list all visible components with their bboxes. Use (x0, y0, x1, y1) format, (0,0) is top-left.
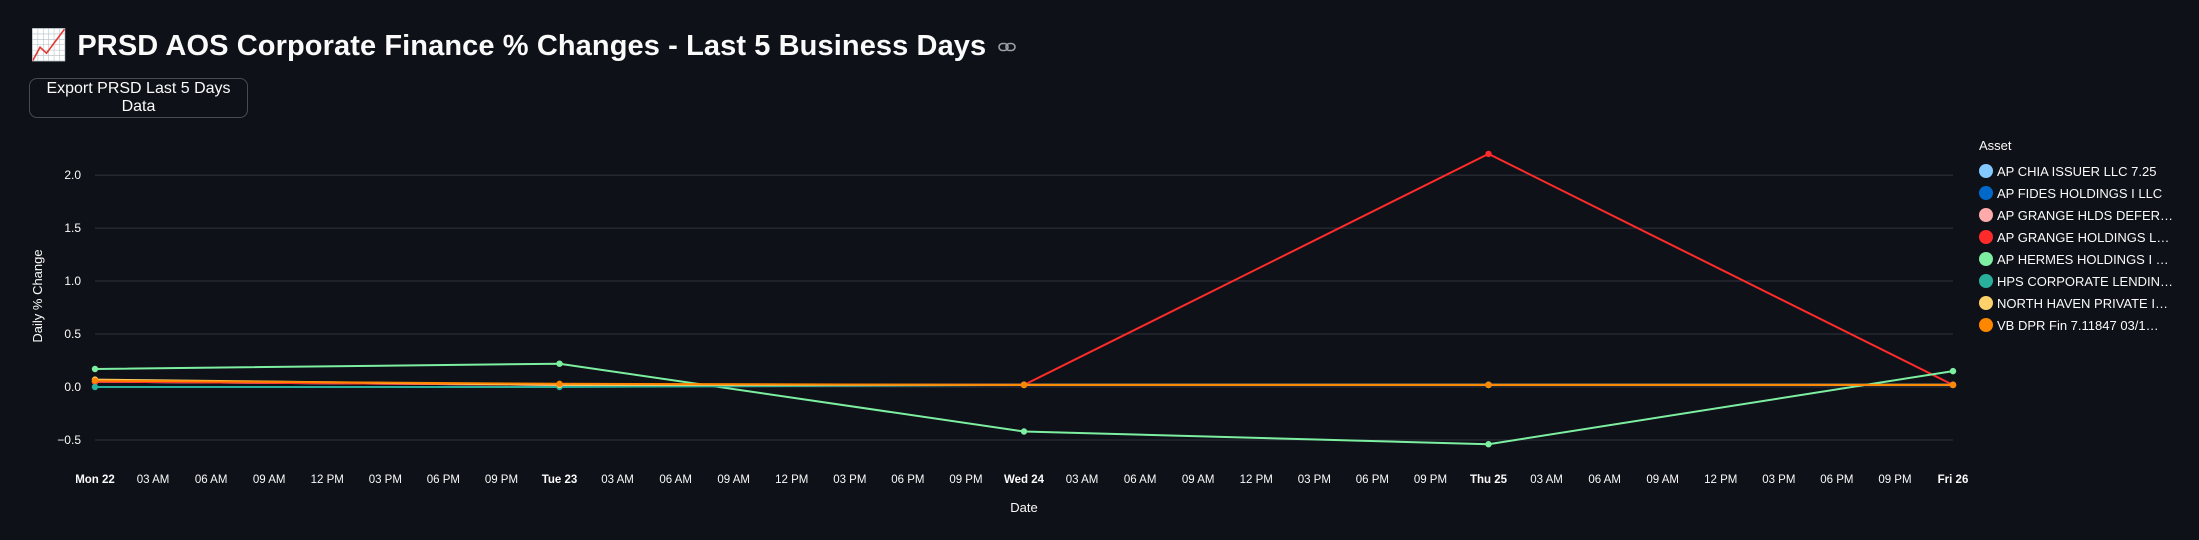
legend-item[interactable]: VB DPR Fin 7.11847 03/1… (1979, 314, 2184, 336)
legend-label: HPS CORPORATE LENDIN… (1997, 273, 2174, 289)
x-tick-label: 03 AM (137, 474, 170, 486)
page-header: 📈 PRSD AOS Corporate Finance % Changes -… (30, 26, 1017, 66)
legend-title: Asset (1979, 138, 2012, 153)
x-tick-label: 09 AM (717, 474, 750, 486)
y-tick-label: 0.0 (64, 380, 81, 394)
x-tick-label: 06 AM (1124, 474, 1157, 486)
series-line (94, 152, 1954, 386)
x-tick-label: Tue 23 (542, 474, 578, 486)
legend-swatch (1979, 296, 1993, 310)
data-point (91, 377, 99, 384)
legend-swatch (1979, 274, 1993, 288)
link-icon-svg (998, 42, 1017, 52)
x-tick-label: 09 AM (253, 474, 286, 486)
x-tick-label: 03 PM (369, 474, 402, 486)
x-tick-label: 03 AM (1066, 474, 1099, 486)
y-tick-label: 1.0 (64, 274, 81, 288)
x-tick-label: 12 PM (1704, 474, 1737, 486)
data-point (1485, 150, 1492, 158)
legend-item[interactable]: AP FIDES HOLDINGS I LLC (1979, 182, 2184, 204)
legend-items: AP CHIA ISSUER LLC 7.25 AP FIDES HOLDINGS… (1979, 160, 2184, 336)
export-button[interactable]: Export PRSD Last 5 Days Data (29, 78, 248, 118)
x-tick-label: 09 AM (1646, 474, 1679, 486)
legend-swatch (1979, 252, 1993, 266)
data-point (1485, 381, 1492, 389)
chart-increasing-icon: 📈 (30, 29, 68, 62)
x-tick-label: 12 PM (311, 474, 344, 486)
legend-label: AP GRANGE HOLDINGS L… (1997, 229, 2170, 245)
y-tick-label: −0.5 (57, 433, 81, 447)
x-tick-label: 03 PM (1762, 474, 1795, 486)
legend-item[interactable]: AP GRANGE HLDS DEFER… (1979, 204, 2184, 226)
x-tick-label: 09 PM (949, 474, 982, 486)
x-tick-label: 06 AM (659, 474, 692, 486)
legend-item[interactable]: HPS CORPORATE LENDIN… (1979, 270, 2184, 292)
x-tick-label: 03 AM (1530, 474, 1563, 486)
data-point (1949, 367, 1957, 375)
x-tick-label: 03 AM (601, 474, 634, 486)
x-tick-label: 06 PM (1820, 474, 1853, 486)
x-tick-label: Mon 22 (75, 474, 115, 486)
data-point (556, 380, 563, 388)
data-point (556, 360, 563, 367)
legend-item[interactable]: AP GRANGE HOLDINGS L… (1979, 226, 2184, 248)
legend-label: AP CHIA ISSUER LLC 7.25 (1997, 163, 2157, 179)
y-tick-label: 0.5 (64, 327, 81, 341)
x-tick-label: Thu 25 (1470, 474, 1508, 486)
x-tick-label: 12 PM (775, 474, 808, 486)
legend-label: AP HERMES HOLDINGS I … (1997, 251, 2169, 267)
legend-swatch (1979, 186, 1993, 200)
data-point (91, 365, 99, 373)
legend-label: AP FIDES HOLDINGS I LLC (1997, 185, 2163, 201)
legend-swatch (1979, 230, 1993, 244)
chart-legend: Asset AP CHIA ISSUER LLC 7.25 AP FIDES HO… (1979, 138, 2184, 336)
x-tick-label: 06 PM (1356, 474, 1389, 486)
page-title: PRSD AOS Corporate Finance % Changes - L… (77, 29, 987, 62)
link-icon[interactable] (998, 40, 1017, 52)
y-tick-label: 1.5 (64, 221, 81, 235)
x-tick-label: 06 AM (1588, 474, 1621, 486)
legend-item[interactable]: AP HERMES HOLDINGS I … (1979, 248, 2184, 270)
x-tick-label: 06 PM (427, 474, 460, 486)
legend-item[interactable]: NORTH HAVEN PRIVATE I… (1979, 292, 2184, 314)
x-tick-label: 06 AM (195, 474, 228, 486)
data-point (1020, 381, 1028, 389)
x-tick-label: 09 PM (1414, 474, 1447, 486)
x-tick-label: 12 PM (1240, 474, 1273, 486)
legend-label: VB DPR Fin 7.11847 03/1… (1997, 317, 2159, 333)
data-point (1020, 428, 1028, 435)
data-point (1949, 381, 1957, 389)
legend-swatch (1979, 164, 1993, 178)
chart-svg: −0.5 0.0 0.5 1.0 1.5 2.0 Mon 22 03 AM 06 AM 09 AM… (30, 150, 1969, 515)
x-tick-label: 09 AM (1182, 474, 1215, 486)
legend-label: NORTH HAVEN PRIVATE I… (1997, 295, 2168, 311)
legend-swatch (1979, 318, 1993, 332)
x-tick-label: 03 PM (833, 474, 866, 486)
x-tick-label: Wed 24 (1004, 474, 1045, 486)
legend-item[interactable]: AP CHIA ISSUER LLC 7.25 (1979, 160, 2184, 182)
x-tick-label: 06 PM (891, 474, 924, 486)
x-tick-label: 09 PM (1878, 474, 1911, 486)
legend-swatch (1979, 208, 1993, 222)
y-tick-label: 2.0 (64, 168, 81, 182)
data-point (1485, 441, 1492, 448)
x-tick-label: 03 PM (1298, 474, 1331, 486)
x-tick-label: 09 PM (485, 474, 518, 486)
line-chart: −0.5 0.0 0.5 1.0 1.5 2.0 Mon 22 03 AM 06 AM 09 AM… (0, 130, 1970, 535)
y-axis-title: Daily % Change (30, 249, 45, 342)
data-point (91, 383, 99, 391)
legend-label: AP GRANGE HLDS DEFER… (1997, 207, 2174, 223)
x-tick-label: Fri 26 (1938, 474, 1969, 486)
x-axis-title: Date (1010, 500, 1037, 515)
